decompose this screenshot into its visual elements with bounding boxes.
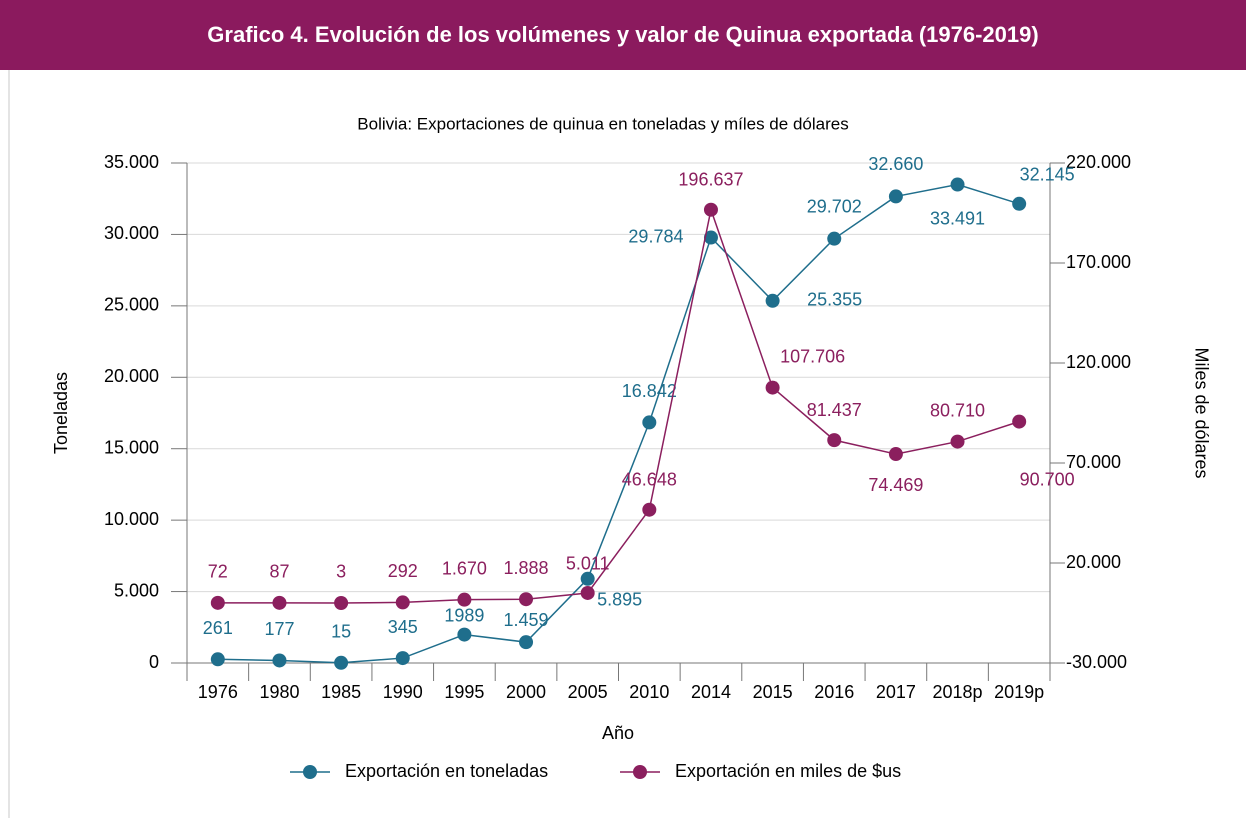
x-tick-label: 2014	[691, 682, 731, 702]
data-label: 292	[388, 561, 418, 581]
banner-title: Grafico 4. Evolución de los volúmenes y …	[207, 22, 1038, 47]
y-axis-label: Toneladas	[51, 372, 71, 454]
data-label: 261	[203, 618, 233, 638]
x-tick-label: 2017	[876, 682, 916, 702]
series-line	[217, 183, 1020, 664]
x-tick-label: 2015	[753, 682, 793, 702]
data-point	[642, 415, 657, 430]
series-line	[217, 206, 1020, 604]
data-label: 74.469	[868, 475, 923, 495]
data-point	[827, 433, 842, 448]
y2-axis-label: Miles de dólares	[1191, 347, 1211, 478]
data-point	[210, 595, 225, 610]
x-tick-label: 1976	[198, 682, 238, 702]
x-tick-label: 1995	[444, 682, 484, 702]
data-label: 196.637	[678, 169, 743, 189]
data-label: 32.145	[1020, 165, 1075, 185]
y-tick-label: 10.000	[104, 509, 159, 529]
data-label: 90.700	[1020, 469, 1075, 489]
chart-title: Bolivia: Exportaciones de quinua en tone…	[357, 114, 848, 133]
y-tick-label: 35.000	[104, 152, 159, 172]
data-label: 1.459	[504, 610, 549, 630]
data-label: 46.648	[622, 469, 677, 489]
y2-tick-label: 170.000	[1066, 252, 1131, 272]
y2-tick-label: -30.000	[1066, 652, 1127, 672]
data-point	[334, 595, 349, 610]
y2-tick-label: 120.000	[1066, 352, 1131, 372]
data-label: 15	[331, 622, 351, 642]
data-point	[1012, 196, 1027, 211]
banner	[0, 0, 1246, 70]
data-label: 107.706	[780, 346, 845, 366]
y-tick-label: 20.000	[104, 366, 159, 386]
y-tick-label: 0	[149, 652, 159, 672]
data-point	[457, 592, 472, 607]
x-tick-label: 2010	[629, 682, 669, 702]
data-point	[888, 189, 903, 204]
data-label: 29.702	[807, 196, 862, 216]
data-label: 5.895	[597, 590, 642, 610]
x-tick-label: 2005	[568, 682, 608, 702]
data-point	[642, 502, 657, 517]
data-point	[950, 434, 965, 449]
data-label: 177	[264, 619, 294, 639]
data-point	[827, 231, 842, 246]
data-label: 32.660	[868, 154, 923, 174]
y-tick-label: 5.000	[114, 580, 159, 600]
data-point	[395, 651, 410, 666]
x-tick-label: 1985	[321, 682, 361, 702]
data-point	[950, 177, 965, 192]
data-point	[1012, 414, 1027, 429]
data-point	[210, 652, 225, 667]
data-label: 33.491	[930, 208, 985, 228]
data-point	[272, 653, 287, 668]
x-tick-label: 1980	[259, 682, 299, 702]
y-tick-label: 15.000	[104, 437, 159, 457]
data-label: 80.710	[930, 400, 985, 420]
y-tick-label: 30.000	[104, 223, 159, 243]
data-point	[334, 655, 349, 670]
data-label: 16.842	[622, 381, 677, 401]
data-label: 29.784	[628, 226, 683, 246]
legend-label: Exportación en toneladas	[345, 761, 548, 781]
data-point	[580, 585, 595, 600]
x-axis-label: Año	[602, 723, 634, 743]
y-tick-label: 25.000	[104, 295, 159, 315]
data-point	[519, 592, 534, 607]
data-label: 25.355	[807, 290, 862, 310]
data-label: 81.437	[807, 400, 862, 420]
x-tick-label: 2018p	[933, 682, 983, 702]
legend-marker	[633, 765, 647, 779]
x-tick-label: 2016	[814, 682, 854, 702]
data-point	[272, 595, 287, 610]
data-point	[703, 230, 718, 245]
x-tick-label: 1990	[383, 682, 423, 702]
data-point	[457, 627, 472, 642]
data-point	[765, 293, 780, 308]
data-label: 72	[208, 562, 228, 582]
data-label: 1.670	[442, 558, 487, 578]
data-point	[395, 595, 410, 610]
y2-tick-label: 20.000	[1066, 552, 1121, 572]
x-tick-label: 2000	[506, 682, 546, 702]
data-point	[580, 571, 595, 586]
legend-label: Exportación en miles de $us	[675, 761, 901, 781]
x-tick-label: 2019p	[994, 682, 1044, 702]
y2-tick-label: 220.000	[1066, 152, 1131, 172]
data-label: 3	[336, 562, 346, 582]
data-point	[703, 202, 718, 217]
data-label: 5.011	[566, 554, 610, 574]
data-point	[765, 380, 780, 395]
y2-tick-label: 70.000	[1066, 452, 1121, 472]
legend-marker	[303, 765, 317, 779]
data-label: 1.888	[504, 558, 549, 578]
data-point	[519, 635, 534, 650]
data-point	[888, 447, 903, 462]
data-label: 1989	[444, 605, 484, 625]
data-label: 345	[388, 617, 418, 637]
data-label: 87	[269, 562, 289, 582]
